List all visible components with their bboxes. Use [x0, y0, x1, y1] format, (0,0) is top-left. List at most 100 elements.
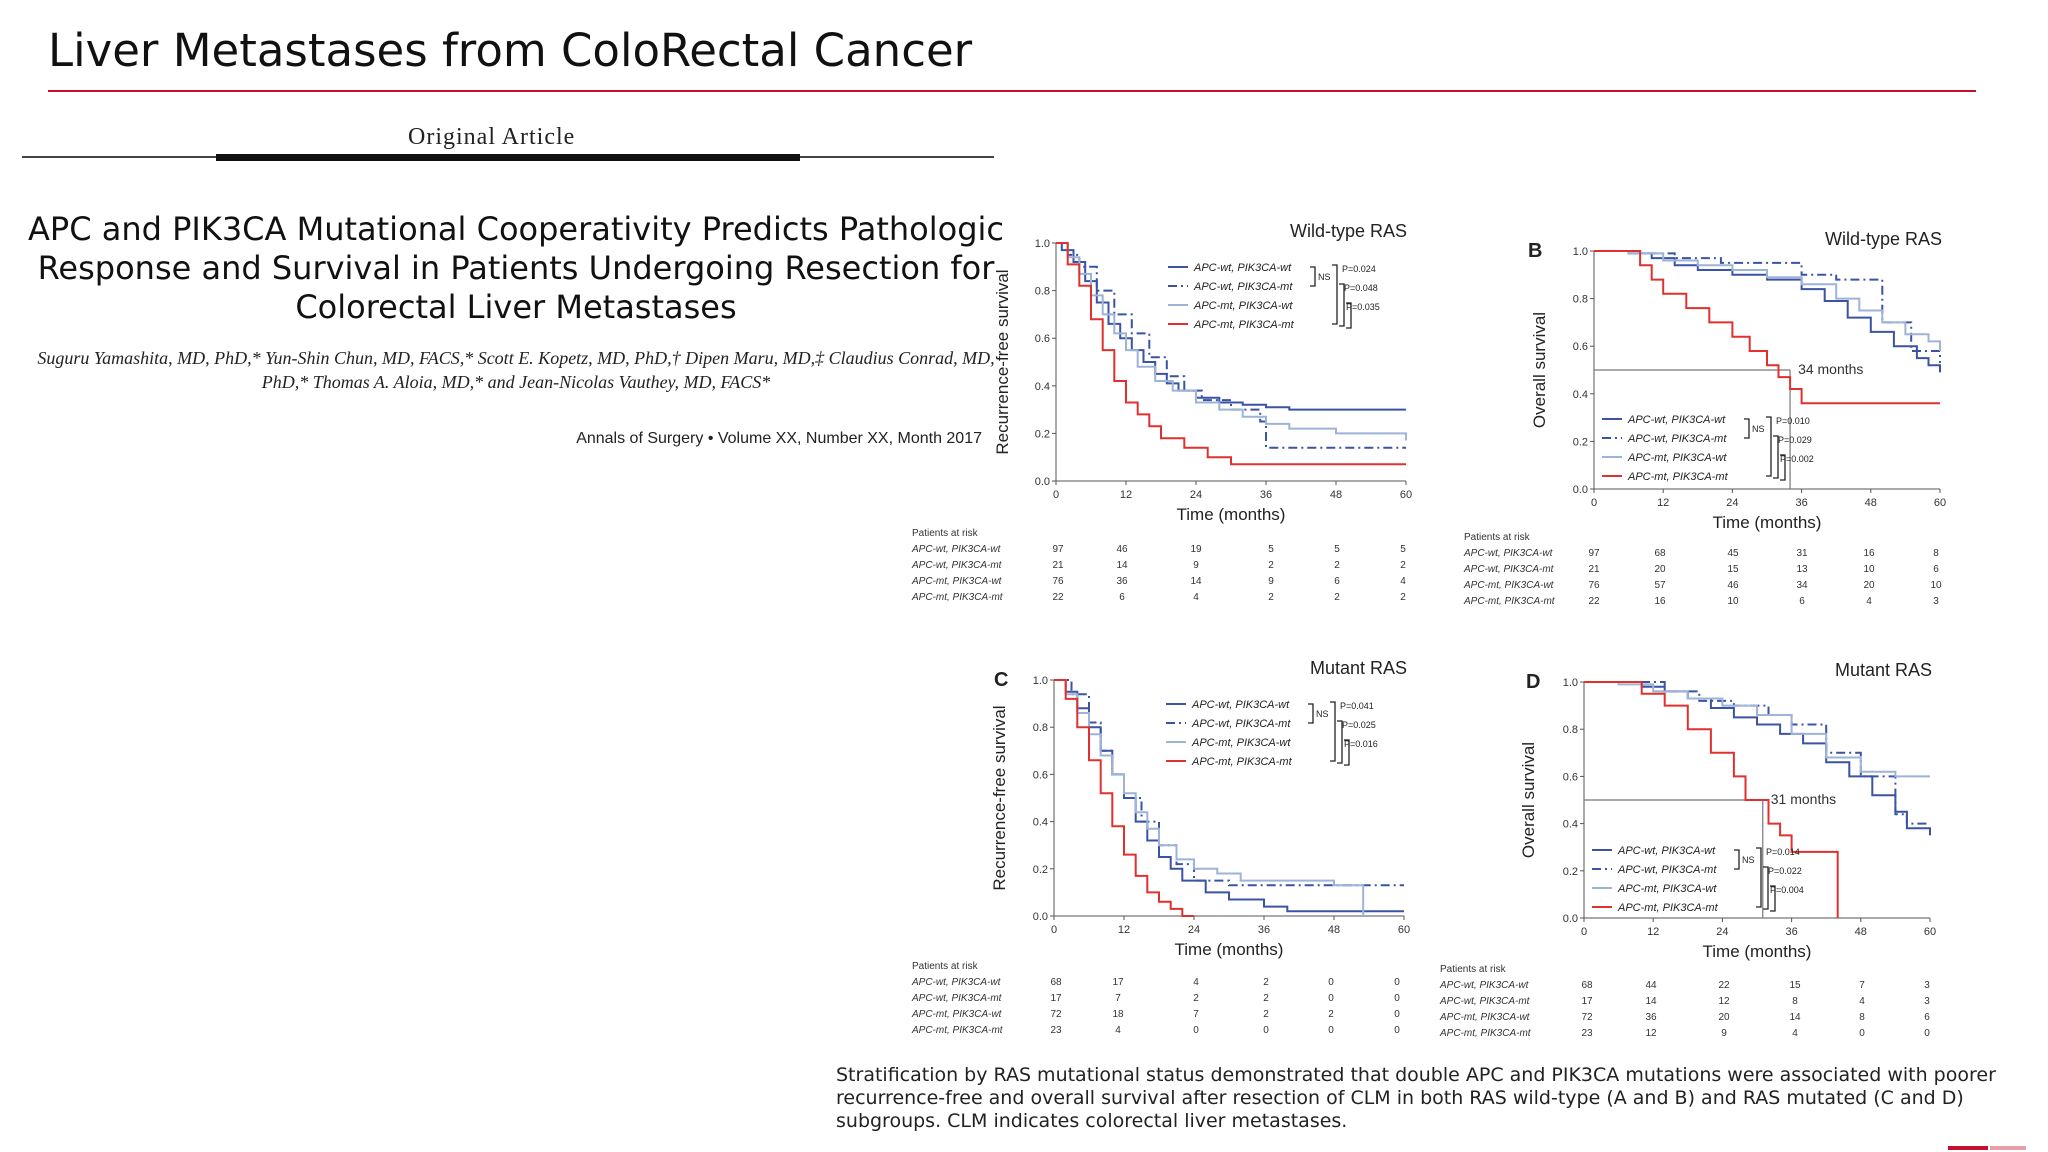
pvalue-bracket [1734, 849, 1740, 870]
risk-table-label: APC-wt, PIK3CA-mt [1439, 996, 1531, 1007]
y-tick-label: 1.0 [1563, 677, 1578, 689]
risk-table-cell: 46 [1727, 580, 1739, 591]
risk-table-cell: 20 [1654, 564, 1666, 575]
pvalue-label: P=0.041 [1340, 701, 1374, 711]
panel-letter: C [994, 669, 1008, 691]
legend-label: APC-mt, PIK3CA-mt [1627, 471, 1729, 483]
risk-table-cell: 17 [1112, 977, 1124, 988]
risk-table-header: Patients at risk [912, 961, 979, 972]
risk-table-cell: 0 [1263, 1025, 1269, 1036]
legend-label: APC-mt, PIK3CA-wt [1191, 737, 1291, 749]
risk-table-label: APC-wt, PIK3CA-wt [911, 544, 1002, 555]
x-axis-label: Time (months) [1713, 513, 1822, 532]
legend-label: APC-mt, PIK3CA-wt [1627, 452, 1727, 464]
risk-table-cell: 0 [1193, 1025, 1199, 1036]
risk-table-label: APC-wt, PIK3CA-wt [1439, 980, 1530, 991]
risk-table-cell: 14 [1645, 996, 1657, 1007]
risk-table-cell: 2 [1268, 560, 1274, 571]
x-tick-label: 12 [1118, 924, 1130, 936]
y-tick-label: 0.0 [1563, 913, 1578, 925]
pvalue-label: NS [1752, 424, 1765, 434]
risk-table-cell: 72 [1581, 1012, 1593, 1023]
pvalue-bracket [1744, 418, 1750, 439]
risk-table-cell: 0 [1394, 1009, 1400, 1020]
risk-table-cell: 5 [1400, 544, 1406, 555]
series-line [1594, 250, 1941, 351]
risk-table-cell: 72 [1050, 1009, 1062, 1020]
risk-table-cell: 2 [1268, 592, 1274, 603]
chart-title: Wild-type RAS [1290, 221, 1407, 241]
risk-table-cell: 2 [1400, 560, 1406, 571]
pvalue-label: P=0.002 [1780, 454, 1814, 464]
y-tick-label: 0.2 [1573, 436, 1588, 448]
risk-table-cell: 5 [1334, 544, 1340, 555]
series-line [1054, 679, 1404, 887]
series-line [1584, 681, 1930, 778]
risk-table-label: APC-mt, PIK3CA-wt [911, 576, 1003, 587]
y-tick-label: 0.8 [1035, 286, 1050, 298]
x-tick-label: 0 [1053, 489, 1059, 501]
median-annotation: 34 months [1798, 361, 1863, 377]
risk-table-cell: 4 [1866, 596, 1872, 607]
legend-label: APC-wt, PIK3CA-wt [1193, 262, 1292, 274]
legend-label: APC-mt, PIK3CA-wt [1617, 883, 1717, 895]
figure-caption: Stratification by RAS mutational status … [836, 1064, 1996, 1132]
risk-table-label: APC-wt, PIK3CA-mt [911, 560, 1003, 571]
series-line [1056, 242, 1407, 441]
legend-label: APC-mt, PIK3CA-mt [1191, 756, 1293, 768]
risk-table-cell: 10 [1930, 580, 1942, 591]
risk-table-label: APC-wt, PIK3CA-wt [1463, 548, 1554, 559]
risk-table-label: APC-mt, PIK3CA-mt [1439, 1028, 1532, 1039]
median-annotation: 31 months [1771, 791, 1836, 807]
risk-table-cell: 20 [1718, 1012, 1730, 1023]
pvalue-bracket [1308, 703, 1314, 724]
pvalue-bracket [1346, 302, 1352, 329]
risk-table-cell: 4 [1400, 576, 1406, 587]
x-tick-label: 60 [1400, 489, 1412, 501]
risk-table-cell: 0 [1859, 1028, 1865, 1039]
pvalue-bracket [1310, 266, 1316, 287]
series-line [1054, 679, 1365, 916]
risk-table-cell: 6 [1799, 596, 1805, 607]
y-tick-label: 1.0 [1035, 238, 1050, 250]
risk-table-cell: 7 [1193, 1009, 1199, 1020]
pvalue-bracket [1330, 701, 1336, 762]
risk-table-cell: 46 [1116, 544, 1128, 555]
pvalue-bracket [1337, 720, 1343, 764]
series-line [1054, 679, 1194, 917]
series-line [1056, 242, 1406, 449]
x-axis-label: Time (months) [1175, 940, 1284, 959]
x-tick-label: 36 [1258, 924, 1270, 936]
risk-table-cell: 8 [1859, 1012, 1865, 1023]
risk-table-cell: 0 [1394, 1025, 1400, 1036]
paper-title: APC and PIK3CA Mutational Cooperativity … [28, 210, 1004, 326]
risk-table-cell: 68 [1654, 548, 1666, 559]
pvalue-label: P=0.010 [1776, 416, 1810, 426]
chart-title: Wild-type RAS [1825, 229, 1942, 249]
corner-accent-bar-light [1990, 1146, 2026, 1150]
y-tick-label: 0.4 [1035, 381, 1050, 393]
risk-table-cell: 21 [1588, 564, 1600, 575]
risk-table-cell: 0 [1924, 1028, 1930, 1039]
risk-table-cell: 23 [1581, 1028, 1593, 1039]
risk-table-label: APC-mt, PIK3CA-mt [1463, 596, 1556, 607]
pvalue-bracket [1339, 283, 1345, 327]
risk-table-label: APC-mt, PIK3CA-mt [911, 592, 1004, 603]
pvalue-label: NS [1316, 709, 1329, 719]
y-tick-label: 0.2 [1033, 864, 1048, 876]
y-tick-label: 0.0 [1035, 476, 1050, 488]
risk-table-cell: 2 [1400, 592, 1406, 603]
paper-authors: Suguru Yamashita, MD, PhD,* Yun-Shin Chu… [37, 348, 995, 392]
risk-table-cell: 2 [1193, 993, 1199, 1004]
pvalue-label: P=0.025 [1342, 720, 1376, 730]
article-type: Original Article [408, 124, 576, 150]
legend-label: APC-wt, PIK3CA-wt [1191, 699, 1290, 711]
y-tick-label: 0.4 [1573, 389, 1588, 401]
risk-table-cell: 22 [1052, 592, 1064, 603]
risk-table-cell: 2 [1328, 1009, 1334, 1020]
legend-label: APC-mt, PIK3CA-mt [1617, 902, 1719, 914]
risk-table-cell: 2 [1263, 977, 1269, 988]
header-rule-thick [216, 154, 800, 161]
legend-label: APC-mt, PIK3CA-wt [1193, 300, 1293, 312]
risk-table-cell: 17 [1581, 996, 1593, 1007]
